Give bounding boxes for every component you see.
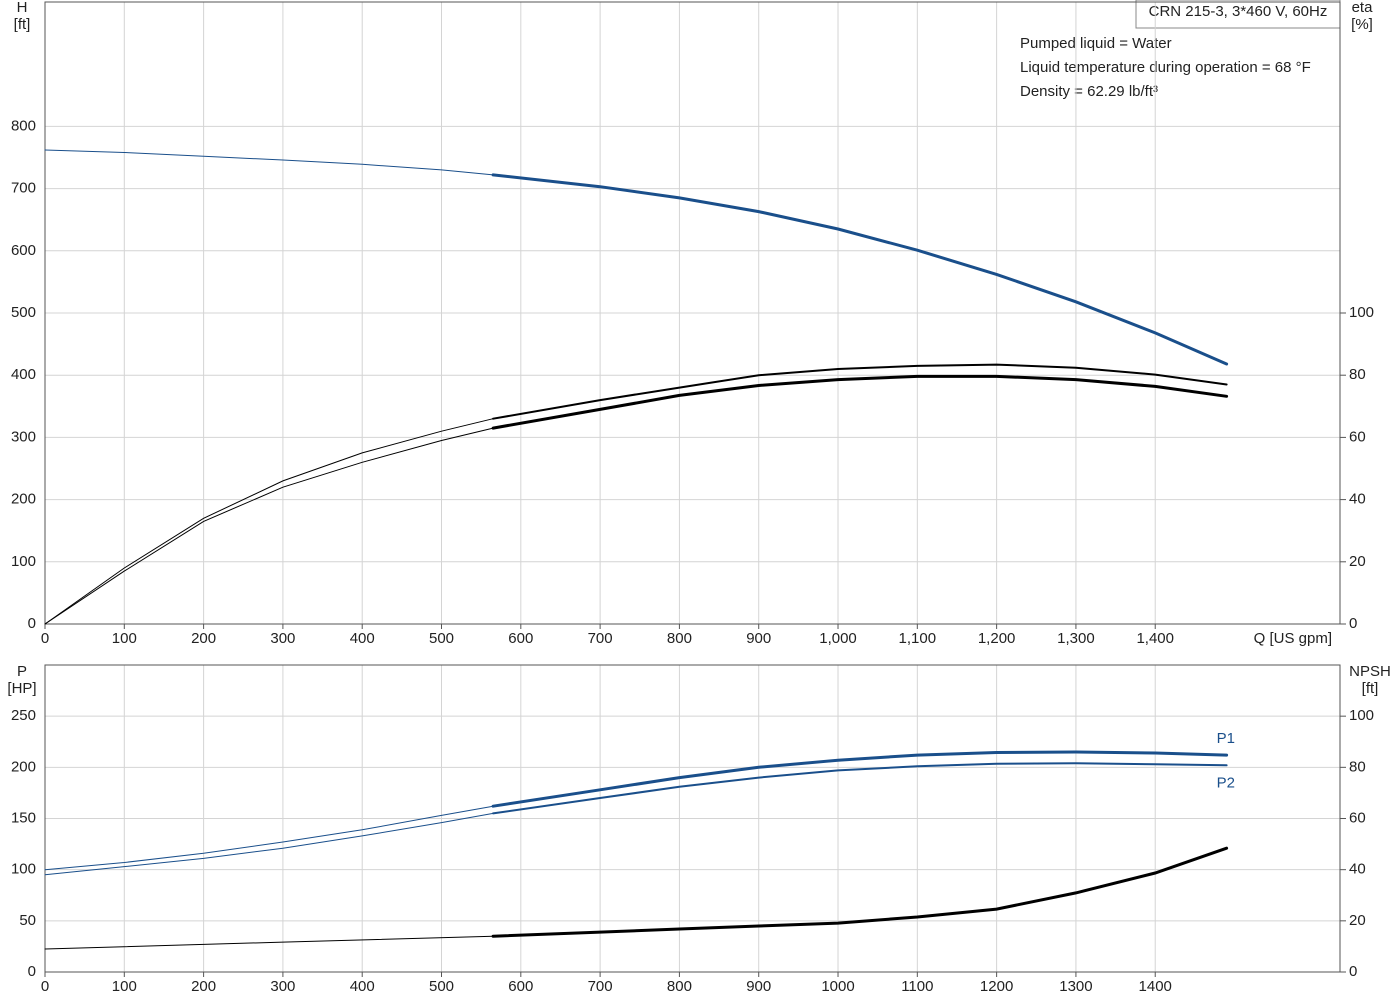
y-axis-unit: [ft] xyxy=(14,16,31,33)
x-tick-label: 0 xyxy=(41,630,49,647)
x-tick-label: 500 xyxy=(429,630,454,647)
x-tick-label: 200 xyxy=(191,978,216,995)
curve xyxy=(491,846,1229,938)
y2-axis-label: NPSH xyxy=(1349,663,1391,680)
x-tick-label: 600 xyxy=(508,630,533,647)
y-tick-label: 700 xyxy=(11,180,36,197)
x-tick-label: 1400 xyxy=(1139,978,1172,995)
curve xyxy=(44,427,494,625)
y-tick-label: 0 xyxy=(28,963,36,980)
x-tick-label: 1200 xyxy=(980,978,1013,995)
x-tick-label: 400 xyxy=(350,630,375,647)
x-tick-label: 1,300 xyxy=(1057,630,1095,647)
y2-tick-label: 0 xyxy=(1349,615,1357,632)
x-tick-label: 1,400 xyxy=(1136,630,1174,647)
curve xyxy=(44,812,494,876)
curve xyxy=(491,750,1229,808)
x-tick-label: 1,000 xyxy=(819,630,857,647)
x-tick-label: 400 xyxy=(350,978,375,995)
y-tick-label: 200 xyxy=(11,758,36,775)
y-tick-label: 150 xyxy=(11,809,36,826)
x-tick-label: 1100 xyxy=(901,978,933,995)
y2-axis-label: eta xyxy=(1352,0,1374,16)
x-tick-label: 500 xyxy=(429,978,454,995)
y2-tick-label: 20 xyxy=(1349,912,1366,929)
annotation: Liquid temperature during operation = 68… xyxy=(1020,59,1311,76)
y-axis-label: P xyxy=(17,663,27,680)
x-tick-label: 800 xyxy=(667,630,692,647)
x-tick-label: 300 xyxy=(270,630,295,647)
x-tick-label: 700 xyxy=(588,978,613,995)
info-box xyxy=(1135,0,1341,29)
y-tick-label: 50 xyxy=(19,912,36,929)
curve xyxy=(492,363,1228,420)
curve xyxy=(44,149,494,176)
x-tick-label: 1,200 xyxy=(978,630,1016,647)
y2-tick-label: 60 xyxy=(1349,809,1366,826)
y-tick-label: 200 xyxy=(11,491,36,508)
y2-tick-label: 100 xyxy=(1349,304,1374,321)
curve-label: P2 xyxy=(1217,774,1235,791)
y-axis-label: H xyxy=(17,0,28,16)
curve xyxy=(44,805,494,871)
y-tick-label: 600 xyxy=(11,242,36,259)
y-tick-label: 250 xyxy=(11,707,36,724)
x-tick-label: 100 xyxy=(112,630,137,647)
x-tick-label: 1300 xyxy=(1059,978,1092,995)
annotation: Pumped liquid = Water xyxy=(1020,35,1172,52)
y2-tick-label: 40 xyxy=(1349,491,1366,508)
y2-tick-label: 60 xyxy=(1349,428,1366,445)
x-tick-label: 900 xyxy=(746,978,771,995)
y2-axis-unit: [%] xyxy=(1351,16,1373,33)
y-tick-label: 400 xyxy=(11,366,36,383)
y2-tick-label: 20 xyxy=(1349,553,1366,570)
y-axis-unit: [HP] xyxy=(7,680,36,697)
y2-axis-unit: [ft] xyxy=(1362,680,1379,697)
x-tick-label: 200 xyxy=(191,630,216,647)
x-tick-label: 900 xyxy=(746,630,771,647)
y-tick-label: 100 xyxy=(11,553,36,570)
y2-tick-label: 0 xyxy=(1349,963,1357,980)
y-tick-label: 0 xyxy=(28,615,36,632)
x-axis-label: Q [US gpm] xyxy=(1254,630,1332,647)
annotation: Density = 62.29 lb/ft³ xyxy=(1020,83,1158,100)
x-tick-label: 100 xyxy=(112,978,137,995)
chart-title: CRN 215-3, 3*460 V, 60Hz xyxy=(1149,3,1328,20)
x-tick-label: 0 xyxy=(41,978,49,995)
curve xyxy=(492,762,1228,815)
plot-frame xyxy=(44,664,1341,973)
x-tick-label: 700 xyxy=(588,630,613,647)
curve xyxy=(44,418,494,625)
x-tick-label: 600 xyxy=(508,978,533,995)
y2-tick-label: 80 xyxy=(1349,366,1366,383)
plot-frame xyxy=(44,1,1341,625)
x-tick-label: 1000 xyxy=(821,978,854,995)
y2-tick-label: 80 xyxy=(1349,758,1366,775)
y-tick-label: 500 xyxy=(11,304,36,321)
y2-tick-label: 100 xyxy=(1349,707,1374,724)
x-tick-label: 300 xyxy=(270,978,295,995)
curve xyxy=(44,935,494,950)
curve xyxy=(491,374,1229,430)
y-tick-label: 300 xyxy=(11,428,36,445)
y-tick-label: 800 xyxy=(11,117,36,134)
curve-label: P1 xyxy=(1217,730,1235,747)
x-tick-label: 800 xyxy=(667,978,692,995)
y-tick-label: 100 xyxy=(11,861,36,878)
x-tick-label: 1,100 xyxy=(899,630,937,647)
y2-tick-label: 40 xyxy=(1349,861,1366,878)
curve xyxy=(491,173,1229,366)
